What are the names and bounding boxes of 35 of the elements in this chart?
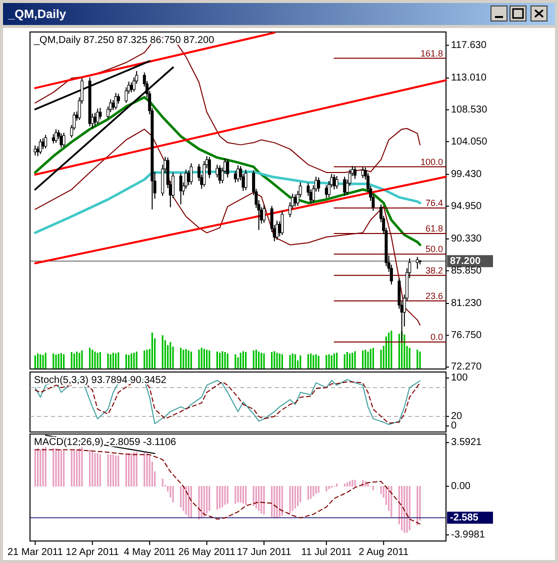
y-tick-label: 20: [451, 411, 463, 422]
x-tick-label: 12 Apr 2011: [66, 547, 120, 558]
x-tick-label: 17 Jun 2011: [236, 547, 292, 558]
ref-line-label: 87.200: [450, 256, 482, 267]
x-tick-label: 21 Mar 2011: [7, 547, 64, 558]
text: _QM,Daily: [7, 7, 66, 21]
y-tick-label: 85.850: [451, 265, 482, 276]
y-tick-label: 81.230: [451, 298, 482, 310]
annotation: 100.0: [420, 156, 443, 167]
annotation: 23.6: [425, 290, 443, 301]
x-tick-label: 26 May 2011: [178, 547, 236, 558]
annotation: 161.8: [420, 48, 443, 58]
y-tick-label: 100: [451, 372, 468, 384]
y-tick-label: 76.750: [451, 330, 482, 341]
annotation: 38.2: [425, 265, 443, 276]
y-tick-label: 99.430: [451, 169, 482, 180]
y-tick-label: 72.270: [451, 362, 482, 373]
y-tick-label: -3.9981: [451, 530, 486, 541]
x-tick-label: 2 Aug 2011: [358, 547, 409, 558]
y-tick-label: 94.950: [451, 200, 482, 212]
y-tick-label: 104.050: [451, 136, 488, 148]
annotation: 76.4: [425, 198, 443, 208]
y-tick-label: 113.010: [451, 72, 487, 84]
ref-line-label: -2.585: [450, 512, 479, 524]
y-tick-label: 3.5921: [451, 437, 482, 448]
y-tick-label: 0.00: [451, 480, 471, 492]
annotation: 61.8: [425, 223, 443, 234]
y-tick-label: 117.630: [451, 40, 487, 51]
annotation: 50.0: [425, 244, 443, 254]
annotation: 0.0: [430, 332, 443, 342]
y-tick-label: 90.330: [451, 234, 482, 245]
x-tick-label: 4 May 2011: [124, 547, 176, 558]
x-tick-label: 11 Jul 2011: [301, 547, 352, 558]
y-tick-label: 108.530: [451, 104, 488, 116]
y-tick-label: 0: [451, 420, 457, 432]
